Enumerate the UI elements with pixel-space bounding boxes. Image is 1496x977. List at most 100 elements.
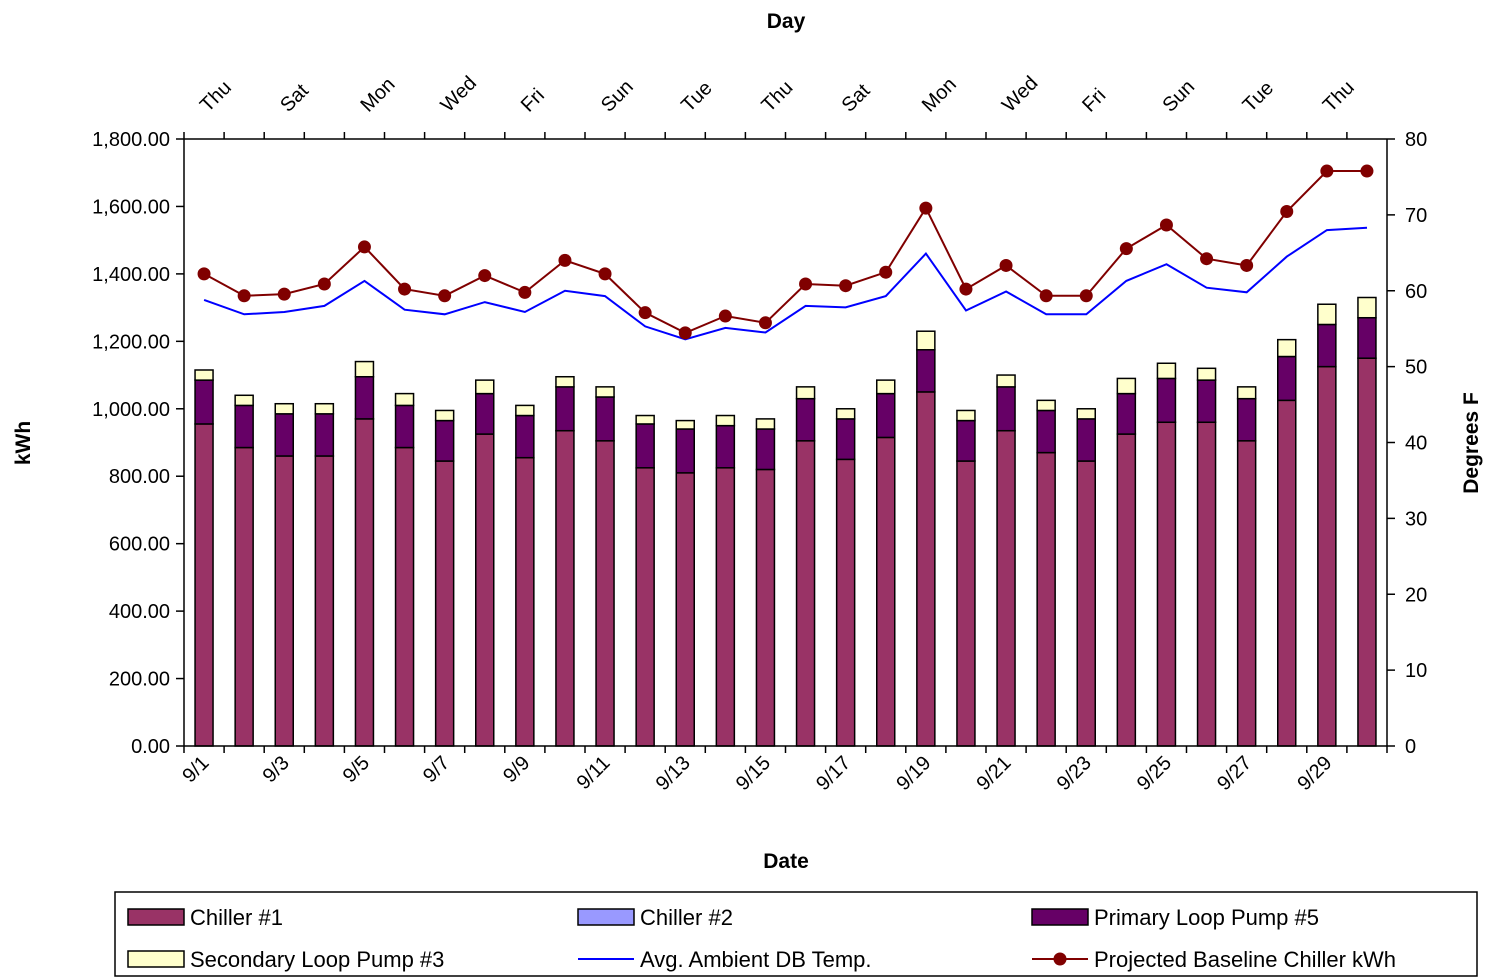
bar-primary-pump5-9/25 <box>1156 377 1177 424</box>
bar-secondary-pump3-9/5 <box>354 360 375 378</box>
top-tick-label: Sat <box>276 79 313 116</box>
baseline-point-9/11 <box>598 267 612 281</box>
y-tick-label: 1,800.00 <box>92 129 170 151</box>
baseline-point-9/30 <box>1360 164 1374 178</box>
bar-chiller1-9/20 <box>956 460 976 747</box>
bar-secondary-pump3-9/9 <box>515 404 535 417</box>
bar-chiller1-9/26 <box>1196 421 1217 747</box>
y-tick-label: 1,400.00 <box>92 264 170 286</box>
baseline-point-9/20 <box>959 282 973 296</box>
bar-chiller1-9/10 <box>555 429 575 747</box>
bar-secondary-pump3-9/19 <box>916 330 936 351</box>
bar-secondary-pump3-9/24 <box>1116 377 1137 395</box>
bar-chiller1-9/30 <box>1357 357 1377 747</box>
legend-box <box>114 891 1478 977</box>
baseline-point-9/21 <box>999 258 1013 272</box>
top-tick-label: Thu <box>196 77 236 117</box>
bar-chiller1-9/23 <box>1076 460 1096 747</box>
y-tick-label: 1,600.00 <box>92 196 170 218</box>
legend-swatch <box>127 950 185 968</box>
bar-chiller1-9/28 <box>1277 399 1297 747</box>
y-axis-title: kWh <box>12 421 35 465</box>
bar-chiller1-9/17 <box>835 458 856 747</box>
legend-label: Chiller #1 <box>190 905 283 930</box>
bar-primary-pump5-9/28 <box>1277 355 1297 402</box>
baseline-point-9/1 <box>197 267 211 281</box>
bar-primary-pump5-9/13 <box>675 428 695 474</box>
x-tick-label: 9/7 <box>419 752 454 787</box>
legend: Chiller #1 Chiller #2 Primary Loop Pump #5… <box>114 891 1478 977</box>
bar-secondary-pump3-9/12 <box>635 414 655 425</box>
x-tick-label: 9/13 <box>652 752 695 795</box>
top-tick-label: Sun <box>597 76 638 117</box>
bar-chiller1-9/5 <box>354 418 375 747</box>
legend-label: Secondary Loop Pump #3 <box>190 947 444 972</box>
bar-primary-pump5-9/4 <box>314 413 335 457</box>
bar-chiller1-9/9 <box>515 456 535 747</box>
bar-secondary-pump3-9/7 <box>434 409 455 422</box>
bar-primary-pump5-9/17 <box>835 418 856 461</box>
bar-chiller1-9/4 <box>314 455 335 747</box>
baseline-point-9/3 <box>277 287 291 301</box>
y2-tick-label: 70 <box>1405 205 1427 227</box>
x-tick-label: 9/27 <box>1213 752 1256 795</box>
baseline-point-9/7 <box>438 289 452 303</box>
baseline-point-9/9 <box>518 285 532 299</box>
x-tick-label: 9/15 <box>732 752 775 795</box>
bar-primary-pump5-9/16 <box>795 397 816 442</box>
legend-swatch <box>577 908 635 926</box>
y-tick-label: 800.00 <box>109 466 170 488</box>
bar-chiller1-9/13 <box>675 472 695 747</box>
baseline-point-9/27 <box>1240 258 1254 272</box>
y2-tick-label: 30 <box>1405 508 1427 530</box>
bar-chiller1-9/24 <box>1116 433 1137 747</box>
bar-chiller1-9/2 <box>234 446 254 747</box>
y-tick-label: 1,200.00 <box>92 331 170 353</box>
bar-chiller1-9/12 <box>635 467 655 747</box>
baseline-point-9/13 <box>678 326 692 340</box>
bar-primary-pump5-9/19 <box>916 349 936 393</box>
legend-swatch <box>1031 908 1089 926</box>
top-tick-label: Wed <box>437 72 481 116</box>
bar-secondary-pump3-9/3 <box>274 402 294 415</box>
bar-secondary-pump3-9/21 <box>996 374 1016 388</box>
bar-chiller1-9/16 <box>795 440 816 747</box>
top-tick-label: Tue <box>677 77 716 116</box>
bar-primary-pump5-9/27 <box>1236 397 1257 442</box>
right-axis-title: Degrees F <box>1460 392 1483 494</box>
bar-primary-pump5-9/21 <box>996 386 1016 432</box>
baseline-point-9/16 <box>799 277 813 291</box>
top-tick-label: Mon <box>356 73 399 116</box>
x-tick-label: 9/21 <box>972 752 1015 795</box>
bar-chiller1-9/21 <box>996 429 1016 747</box>
y-tick-label: 400.00 <box>109 601 170 623</box>
bar-secondary-pump3-9/20 <box>956 409 976 422</box>
bar-chiller1-9/25 <box>1156 421 1177 747</box>
bar-secondary-pump3-9/16 <box>795 386 816 400</box>
bar-primary-pump5-9/7 <box>434 419 455 462</box>
bar-chiller1-9/6 <box>394 446 415 747</box>
bar-secondary-pump3-9/25 <box>1156 362 1177 380</box>
bar-primary-pump5-9/14 <box>715 424 736 469</box>
x-tick-label: 9/29 <box>1293 752 1336 795</box>
baseline-point-9/22 <box>1039 289 1053 303</box>
baseline-point-9/26 <box>1200 252 1214 266</box>
bar-secondary-pump3-9/17 <box>835 408 856 420</box>
x-tick-label: 9/23 <box>1053 752 1096 795</box>
y2-tick-label: 60 <box>1405 281 1427 303</box>
bar-primary-pump5-9/22 <box>1036 409 1056 454</box>
y2-tick-label: 20 <box>1405 584 1427 606</box>
bar-secondary-pump3-9/13 <box>675 419 695 430</box>
bar-secondary-pump3-9/26 <box>1196 367 1217 381</box>
bar-chiller1-9/8 <box>475 433 495 747</box>
baseline-point-9/19 <box>919 201 933 215</box>
bar-primary-pump5-9/6 <box>394 404 415 449</box>
top-tick-label: Sat <box>838 79 875 116</box>
bar-secondary-pump3-9/1 <box>194 369 214 381</box>
bar-chiller1-9/11 <box>595 440 615 747</box>
bar-primary-pump5-9/23 <box>1076 418 1096 462</box>
baseline-point-9/12 <box>638 306 652 320</box>
baseline-point-9/14 <box>718 309 732 323</box>
y2-tick-label: 40 <box>1405 433 1427 455</box>
top-tick-label: Fri <box>517 84 549 116</box>
